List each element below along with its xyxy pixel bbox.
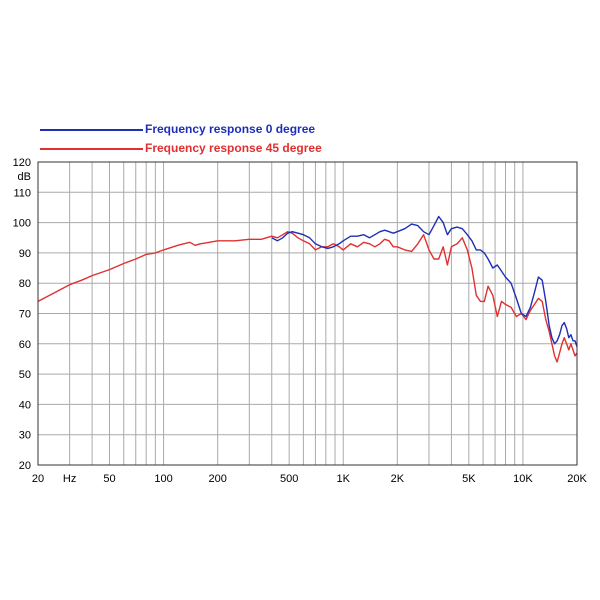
x-tick-label: 10K (513, 473, 533, 485)
x-tick-label: 20 (32, 473, 44, 485)
y-tick-label: 40 (19, 399, 31, 411)
y-tick-label: 110 (13, 187, 31, 199)
series-lines (37, 215, 578, 363)
x-tick-label: 50 (103, 473, 115, 485)
x-tick-label: 1K (337, 473, 351, 485)
series-line-45-degree (37, 230, 578, 363)
x-tick-label: 100 (154, 473, 172, 485)
y-tick-label: 90 (19, 248, 31, 260)
gridlines (38, 162, 577, 465)
y-axis-label: dB (18, 171, 31, 183)
x-tick-label: 2K (391, 473, 405, 485)
x-tick-label: Hz (63, 473, 76, 485)
y-axis-tick-labels: 20 30 40 50 60 70 80 90 100 110 120 (13, 157, 31, 472)
y-tick-label: 30 (19, 430, 31, 442)
x-axis-tick-labels: 20 Hz 50 100 200 500 1K 2K 5K 10K 20K (32, 473, 588, 485)
x-tick-label: 5K (462, 473, 476, 485)
legend-line-0-degree (40, 129, 143, 131)
y-tick-label: 70 (19, 309, 31, 321)
legend-label-0-degree: Frequency response 0 degree (145, 122, 316, 136)
y-tick-label: 80 (19, 278, 31, 290)
y-tick-label: 50 (19, 369, 31, 381)
x-tick-label: 200 (208, 473, 226, 485)
series-line-0-degree (271, 215, 578, 348)
x-tick-label: 500 (280, 473, 298, 485)
y-tick-label: 100 (13, 218, 31, 230)
x-tick-label: 20K (567, 473, 587, 485)
legend-label-45-degree: Frequency response 45 degree (145, 141, 322, 155)
legend-line-45-degree (40, 148, 143, 150)
y-tick-label: 60 (19, 339, 31, 351)
y-tick-label: 120 (13, 157, 31, 169)
y-tick-label: 20 (19, 460, 31, 472)
plot-area-frame (37, 161, 578, 466)
